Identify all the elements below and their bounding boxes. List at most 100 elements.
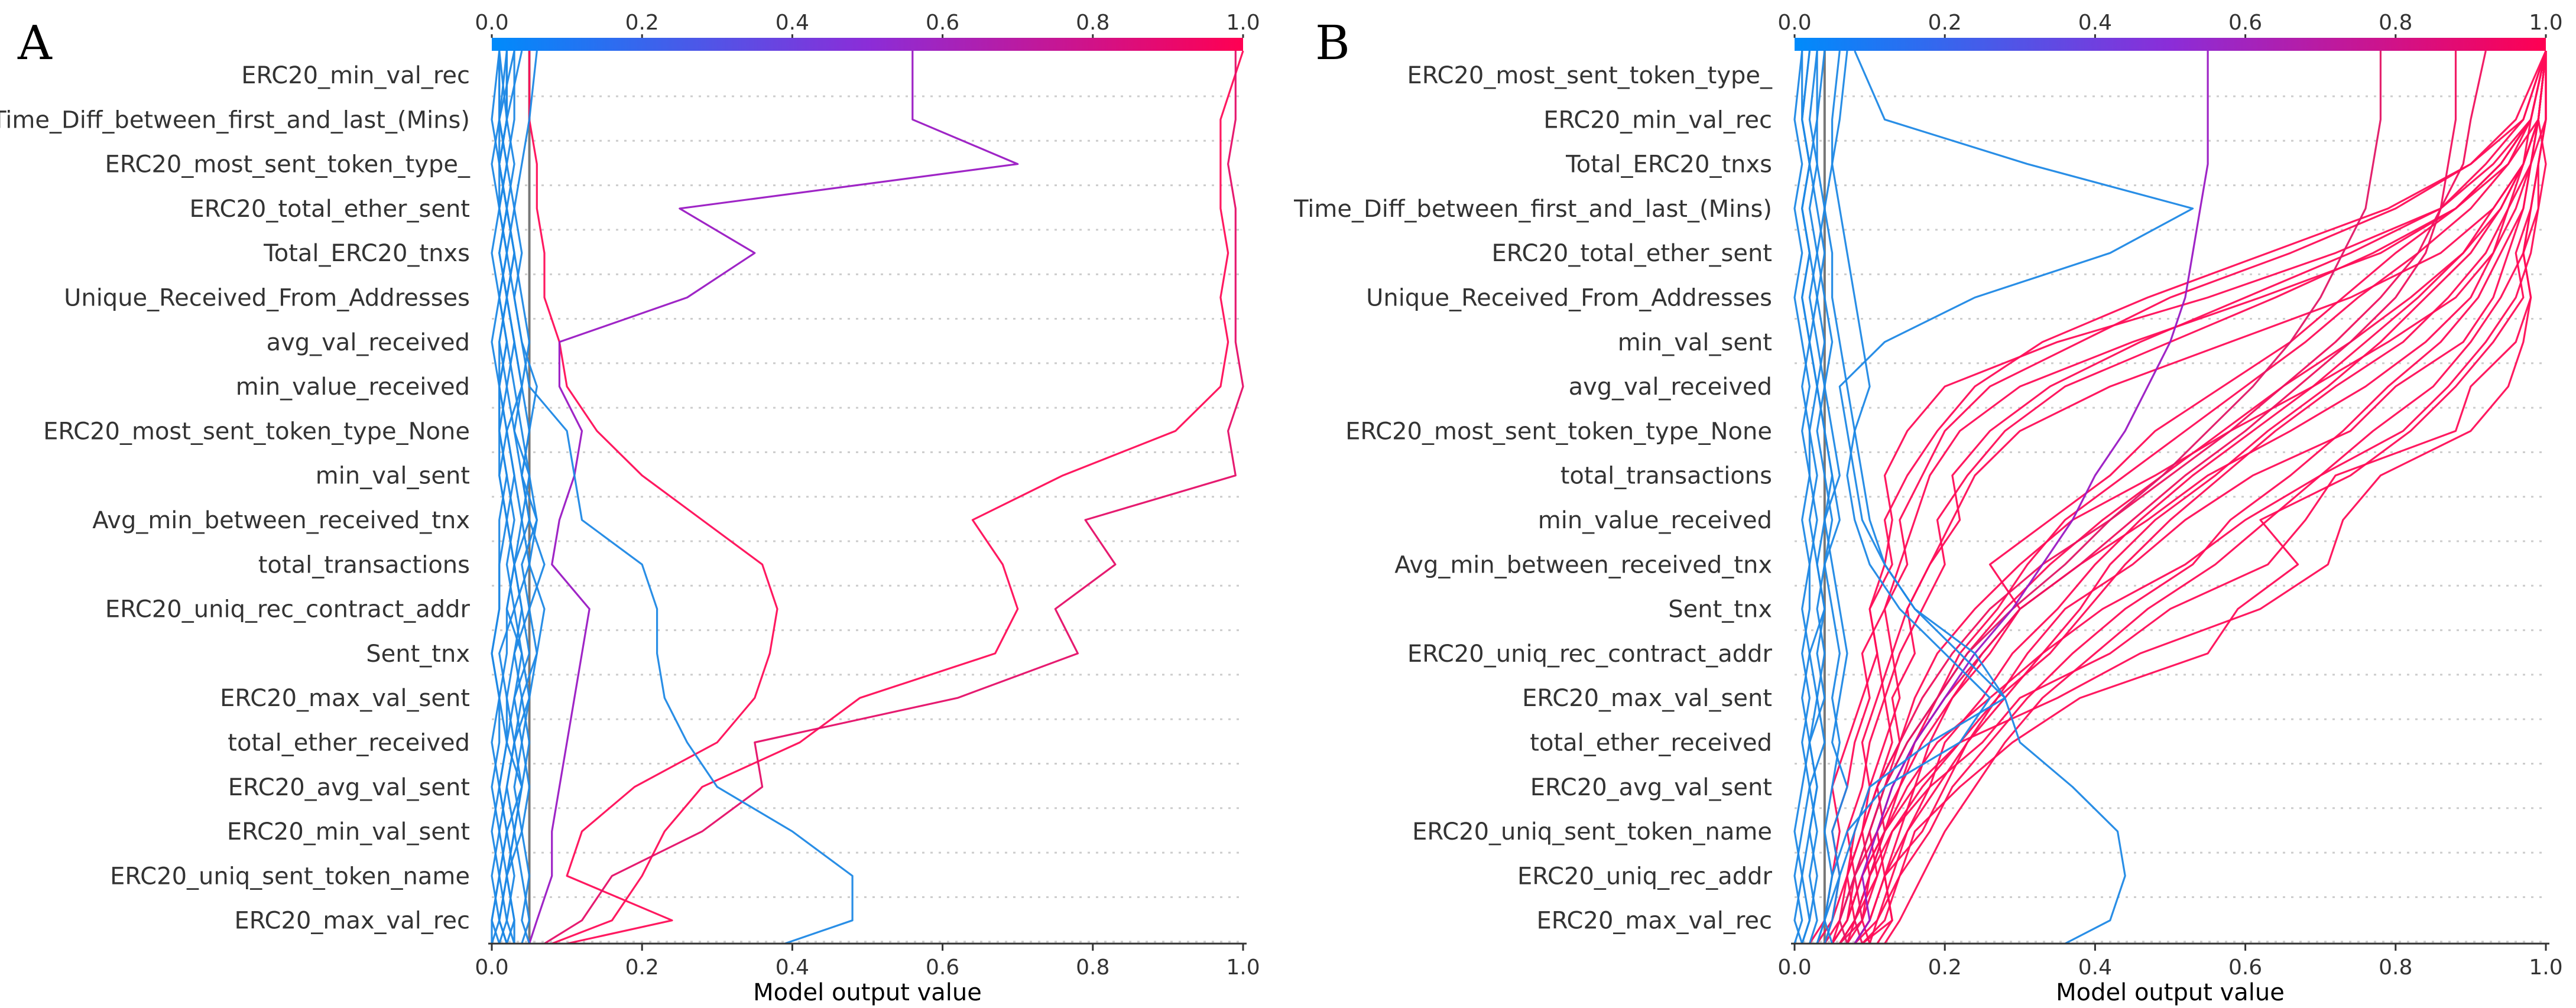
feature-label: total_ether_received	[1530, 730, 1772, 757]
decision-path	[505, 51, 538, 944]
colorbar-tick-label: 0.8	[2379, 11, 2412, 35]
feature-label: Sent_tnx	[1668, 596, 1772, 623]
decision-path	[1831, 50, 2547, 944]
decision-path	[1838, 50, 2547, 944]
x-tick-label: 0.2	[625, 955, 659, 980]
feature-label: ERC20_most_sent_token_type_None	[43, 418, 470, 445]
decision-path	[1793, 50, 1811, 944]
decision-path	[1838, 51, 2382, 944]
panel-a: A ERC20_min_val_rec Time_Diff_between_fir…	[0, 11, 1260, 1006]
decision-path	[1861, 50, 2547, 945]
feature-label: Time_Diff_between_first_and_last_(Mins)	[1293, 196, 1772, 223]
decision-path	[551, 50, 1244, 945]
panel-b-label: B	[1315, 15, 1350, 70]
feature-label: Avg_min_between_received_tnx	[92, 507, 470, 534]
feature-label: total_transactions	[258, 551, 470, 578]
x-axis-title: Model output value	[2056, 979, 2285, 1006]
feature-label: ERC20_uniq_rec_addr	[1517, 863, 1773, 890]
decision-path	[505, 50, 854, 945]
x-tick-label: 0.0	[1777, 955, 1811, 980]
decision-path	[1854, 50, 2547, 944]
decision-path	[1824, 50, 2126, 945]
decision-path	[1876, 50, 2547, 944]
x-tick-label: 1.0	[2529, 955, 2562, 980]
feature-label: ERC20_avg_val_sent	[1530, 774, 1772, 801]
decision-path	[1801, 50, 1826, 944]
feature-label: min_val_sent	[1618, 329, 1772, 356]
x-tick-label: 1.0	[1226, 955, 1260, 980]
decision-path	[1884, 51, 2547, 944]
feature-label: avg_val_received	[1569, 373, 1772, 401]
feature-label: Time_Diff_between_first_and_last_(Mins)	[0, 106, 470, 134]
colorbar-tick-label: 1.0	[2529, 11, 2562, 35]
decision-path	[1846, 50, 2547, 944]
decision-path	[1831, 50, 2547, 944]
decision-path	[1854, 50, 2547, 945]
x-axis-title: Model output value	[753, 979, 982, 1006]
feature-label: ERC20_total_ether_sent	[189, 196, 470, 223]
feature-label: Total_ERC20_tnxs	[263, 240, 470, 267]
feature-label: Avg_min_between_received_tnx	[1394, 551, 1772, 578]
feature-label: ERC20_min_val_sent	[227, 818, 470, 846]
decision-path	[1816, 50, 1991, 944]
decision-path	[1831, 50, 2547, 944]
decision-path	[1861, 51, 2547, 945]
feature-label: avg_val_received	[267, 329, 470, 356]
x-tick-label: 0.0	[475, 955, 508, 980]
decision-path	[1846, 50, 2547, 944]
x-tick-label: 0.6	[926, 955, 959, 980]
feature-label: min_val_sent	[316, 463, 470, 490]
colorbar-tick-label: 0.2	[1928, 11, 1962, 35]
feature-label: ERC20_max_val_rec	[1536, 908, 1772, 935]
colorbar-tick-label: 1.0	[1226, 11, 1260, 35]
decision-path	[1808, 51, 1841, 944]
decision-path	[491, 51, 508, 944]
x-tick-label: 0.6	[2228, 955, 2262, 980]
colorbar-tick-label: 0.6	[926, 11, 959, 35]
feature-label: ERC20_min_val_rec	[241, 62, 470, 89]
feature-label: ERC20_max_val_rec	[234, 908, 470, 935]
colorbar-tick-label: 0.0	[475, 11, 508, 35]
feature-label: Unique_Received_From_Addresses	[64, 285, 470, 312]
decision-path	[1831, 51, 2547, 944]
feature-label: ERC20_min_val_rec	[1543, 106, 1772, 134]
feature-label: ERC20_uniq_sent_token_name	[1412, 818, 1772, 846]
decision-path	[1838, 50, 2547, 944]
feature-label: Unique_Received_From_Addresses	[1366, 285, 1772, 312]
decision-path	[544, 51, 1244, 945]
panel-a-label: A	[17, 15, 53, 70]
x-tick-label: 0.4	[2078, 955, 2112, 980]
feature-label: ERC20_uniq_sent_token_name	[110, 863, 470, 890]
feature-label: ERC20_most_sent_token_type_None	[1345, 418, 1772, 445]
feature-label: ERC20_avg_val_sent	[228, 774, 470, 801]
feature-label: ERC20_most_sent_token_type_	[1407, 62, 1773, 89]
decision-path	[528, 51, 778, 945]
x-tick-label: 0.8	[2379, 955, 2412, 980]
feature-label: min_value_received	[1538, 507, 1772, 534]
decision-path	[1854, 51, 2209, 944]
colorbar-tick-label: 0.8	[1076, 11, 1109, 35]
x-tick-label: 0.2	[1928, 955, 1962, 980]
colorbar	[492, 38, 1243, 51]
feature-label: ERC20_max_val_sent	[1522, 685, 1772, 712]
x-tick-label: 0.8	[1076, 955, 1109, 980]
colorbar-tick-label: 0.4	[2078, 11, 2112, 35]
feature-label: ERC20_uniq_rec_contract_addr	[105, 596, 471, 623]
feature-label: ERC20_most_sent_token_type_	[105, 151, 471, 178]
feature-label: Total_ERC20_tnxs	[1565, 151, 1772, 178]
colorbar-tick-label: 0.4	[776, 11, 809, 35]
feature-label: ERC20_total_ether_sent	[1491, 240, 1772, 267]
decision-path	[1816, 50, 2547, 944]
feature-label: min_value_received	[236, 373, 470, 401]
feature-label: total_transactions	[1560, 463, 1772, 490]
feature-label: ERC20_uniq_rec_contract_addr	[1407, 640, 1773, 668]
decision-path	[491, 50, 515, 944]
feature-label: ERC20_max_val_sent	[220, 685, 470, 712]
decision-path	[1816, 50, 1848, 944]
feature-label: total_ether_received	[228, 730, 470, 757]
decision-path	[528, 51, 1019, 944]
panel-b: B ERC20_most_sent_token_type_ ERC20_min_v…	[1293, 11, 2563, 1006]
x-tick-label: 0.4	[776, 955, 809, 980]
colorbar	[1795, 38, 2546, 51]
